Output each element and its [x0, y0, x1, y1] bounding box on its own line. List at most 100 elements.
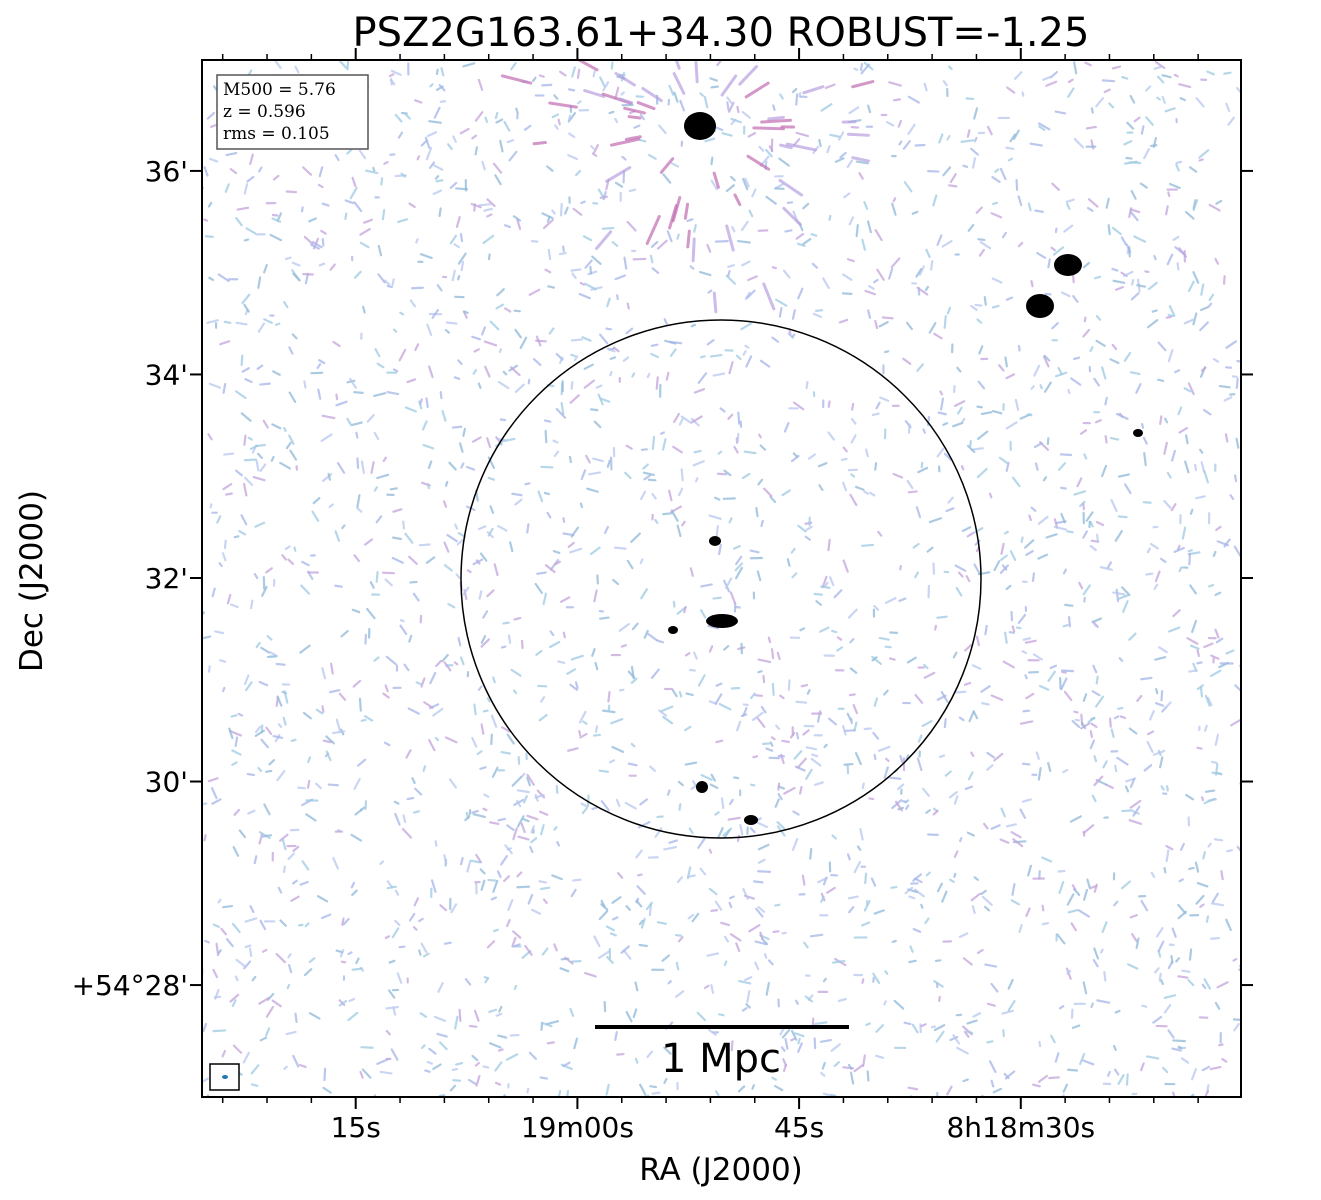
noise-streak — [312, 497, 321, 505]
noise-streak — [451, 425, 463, 429]
noise-streak — [654, 827, 663, 838]
noise-streak — [242, 1051, 250, 1064]
noise-streak — [231, 999, 237, 1008]
noise-streak — [1080, 722, 1091, 730]
noise-streak — [500, 855, 508, 866]
noise-streak — [917, 734, 923, 743]
noise-streak — [943, 314, 947, 329]
noise-streak — [1100, 464, 1108, 478]
noise-streak — [568, 455, 573, 464]
noise-streak — [520, 822, 526, 834]
sidelobe — [686, 229, 691, 249]
sidelobe — [762, 282, 776, 311]
noise-streak — [208, 382, 222, 389]
noise-streak — [231, 749, 242, 756]
noise-streak — [502, 621, 510, 625]
noise-streak — [958, 716, 965, 722]
noise-streak — [698, 270, 712, 277]
noise-streak — [1089, 544, 1097, 552]
noise-streak — [823, 743, 828, 749]
noise-streak — [515, 799, 522, 808]
noise-streak — [907, 1086, 919, 1091]
noise-streak — [668, 839, 679, 844]
noise-streak — [504, 307, 512, 313]
noise-streak — [972, 1012, 982, 1018]
noise-streak — [796, 242, 806, 247]
noise-streak — [493, 563, 499, 577]
noise-streak — [690, 323, 697, 328]
noise-streak — [360, 718, 367, 722]
noise-streak — [820, 103, 833, 112]
noise-streak — [990, 212, 1003, 219]
noise-streak — [427, 460, 433, 470]
noise-streak — [457, 274, 461, 281]
noise-streak — [210, 124, 217, 128]
noise-streak — [1037, 553, 1049, 560]
noise-streak — [1204, 694, 1211, 707]
noise-streak — [547, 248, 552, 261]
noise-streak — [908, 959, 917, 964]
noise-streak — [623, 256, 628, 270]
noise-streak — [271, 423, 282, 430]
noise-streak — [1005, 146, 1015, 150]
noise-streak — [384, 684, 389, 693]
noise-streak — [318, 166, 324, 178]
noise-streak — [933, 1024, 946, 1032]
noise-streak — [419, 253, 433, 260]
noise-streak — [381, 209, 386, 221]
noise-streak — [222, 483, 233, 491]
noise-streak — [923, 663, 929, 670]
noise-streak — [991, 409, 1003, 415]
noise-streak — [796, 757, 807, 769]
noise-streak — [503, 224, 512, 229]
noise-streak — [406, 796, 415, 801]
noise-streak — [1171, 1047, 1182, 1052]
noise-streak — [970, 147, 979, 156]
noise-streak — [255, 459, 260, 472]
noise-streak — [243, 434, 247, 446]
noise-streak — [562, 532, 575, 537]
noise-streak — [1129, 799, 1142, 809]
noise-streak — [353, 778, 361, 790]
noise-streak — [526, 773, 535, 786]
noise-streak — [656, 921, 667, 925]
noise-streak — [936, 447, 945, 458]
noise-streak — [938, 995, 941, 1003]
noise-streak — [1057, 462, 1067, 471]
noise-streak — [638, 919, 644, 926]
noise-streak — [606, 347, 616, 353]
noise-streak — [294, 1012, 298, 1024]
noise-streak — [544, 268, 552, 274]
noise-streak — [868, 797, 875, 801]
noise-streak — [1002, 660, 1015, 669]
noise-streak — [805, 746, 818, 751]
noise-streak — [947, 184, 958, 188]
noise-streak — [913, 888, 925, 898]
noise-streak — [759, 444, 767, 451]
source — [1026, 294, 1054, 318]
noise-streak — [747, 132, 757, 138]
noise-streak — [757, 858, 766, 864]
noise-streak — [1057, 366, 1063, 376]
noise-streak — [1067, 78, 1074, 84]
noise-streak — [1145, 116, 1154, 126]
noise-streak — [999, 167, 1007, 181]
noise-streak — [695, 477, 699, 483]
noise-streak — [539, 1076, 549, 1080]
noise-streak — [478, 203, 492, 207]
noise-streak — [209, 503, 213, 509]
noise-streak — [1030, 506, 1037, 512]
noise-streak — [888, 267, 894, 280]
noise-streak — [677, 780, 684, 787]
noise-streak — [338, 692, 347, 701]
noise-streak — [584, 259, 593, 269]
noise-streak — [791, 309, 796, 320]
noise-streak — [792, 401, 805, 411]
noise-streak — [526, 776, 531, 787]
noise-streak — [727, 816, 741, 821]
noise-streak — [305, 813, 317, 822]
noise-streak — [715, 682, 723, 687]
noise-streak — [1101, 79, 1116, 83]
noise-streak — [862, 1054, 866, 1068]
